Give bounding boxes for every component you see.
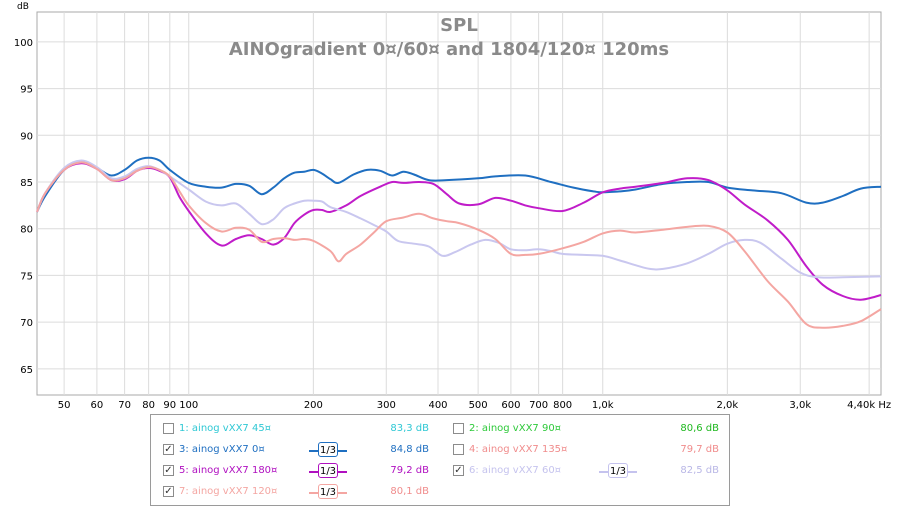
- smoothing-label: 1/3: [318, 463, 338, 478]
- y-tick-label: 75: [20, 271, 33, 282]
- y-tick-label: 70: [20, 318, 33, 329]
- x-tick-label: 800: [553, 400, 572, 410]
- legend-label: 5: ainog vXX7 180¤: [179, 465, 278, 476]
- legend-label: 4: ainog vXX7 135¤: [469, 444, 568, 455]
- series-line-1: [36, 156, 882, 213]
- legend-item: ✓ 7: ainog vXX7 120¤ 1/3 80,1 dB: [163, 483, 433, 503]
- legend-value: 79,7 dB: [680, 444, 719, 455]
- legend-checkbox[interactable]: [163, 423, 174, 434]
- x-tick-label: 4,40k Hz: [847, 400, 891, 410]
- smoothing-control[interactable]: 1/3: [599, 462, 637, 480]
- smoothing-control[interactable]: 1/3: [309, 483, 347, 501]
- legend-checkbox[interactable]: [453, 444, 464, 455]
- x-tick-label: 600: [501, 400, 520, 410]
- x-tick-label: 100: [179, 400, 198, 410]
- legend-value: 80,1 dB: [390, 486, 429, 497]
- legend-checkbox[interactable]: [453, 423, 464, 434]
- x-tick-label: 200: [304, 400, 323, 410]
- legend-label: 6: ainog vXX7 60¤: [469, 465, 562, 476]
- legend-checkbox[interactable]: ✓: [453, 465, 464, 476]
- smoothing-label: 1/3: [318, 484, 338, 499]
- legend-checkbox[interactable]: ✓: [163, 444, 174, 455]
- y-tick-label: 90: [20, 131, 33, 142]
- y-tick-label: 65: [20, 365, 33, 376]
- smoothing-label: 1/3: [608, 463, 628, 478]
- smoothing-label: 1/3: [318, 442, 338, 457]
- x-tick-label: 400: [428, 400, 447, 410]
- legend-item: 4: ainog vXX7 135¤ 79,7 dB: [453, 441, 723, 461]
- legend-item: ✓ 5: ainog vXX7 180¤ 1/3 79,2 dB: [163, 462, 433, 482]
- legend-value: 83,3 dB: [390, 423, 429, 434]
- series-line-4: [36, 161, 882, 329]
- x-tick-label: 500: [469, 400, 488, 410]
- smoothing-control[interactable]: 1/3: [309, 462, 347, 480]
- legend-checkbox[interactable]: ✓: [163, 486, 174, 497]
- legend-label: 2: ainog vXX7 90¤: [469, 423, 562, 434]
- chart-title: SPL: [440, 15, 478, 36]
- legend-label: 1: ainog vXX7 45¤: [179, 423, 272, 434]
- legend-label: 7: ainog vXX7 120¤: [179, 486, 278, 497]
- y-tick-label: 85: [20, 178, 33, 189]
- legend: 1: ainog vXX7 45¤ 83,3 dB 2: ainog vXX7 90…: [150, 414, 730, 506]
- x-tick-label: 300: [377, 400, 396, 410]
- legend-value: 82,5 dB: [680, 465, 719, 476]
- x-tick-label: 3,0k: [789, 400, 811, 410]
- y-tick-label: 100: [14, 38, 33, 49]
- y-tick-label: 80: [20, 225, 33, 236]
- legend-item: ✓ 6: ainog vXX7 60¤ 1/3 82,5 dB: [453, 462, 723, 482]
- chart-subtitle: AINOgradient 0¤/60¤ and 1804/120¤ 120ms: [229, 39, 669, 60]
- legend-item: 2: ainog vXX7 90¤ 80,6 dB: [453, 420, 723, 440]
- legend-value: 79,2 dB: [390, 465, 429, 476]
- x-tick-label: 70: [118, 400, 131, 410]
- y-axis-label: dB: [17, 2, 29, 12]
- legend-item: 1: ainog vXX7 45¤ 83,3 dB: [163, 420, 433, 440]
- smoothing-control[interactable]: 1/3: [309, 441, 347, 459]
- y-tick-label: 95: [20, 85, 33, 96]
- x-tick-label: 50: [58, 400, 71, 410]
- legend-value: 80,6 dB: [680, 423, 719, 434]
- x-tick-label: 1,0k: [592, 400, 614, 410]
- x-tick-label: 700: [529, 400, 548, 410]
- legend-checkbox[interactable]: ✓: [163, 465, 174, 476]
- x-tick-label: 90: [163, 400, 176, 410]
- x-tick-label: 2,0k: [717, 400, 739, 410]
- legend-label: 3: ainog vXX7 0¤: [179, 444, 265, 455]
- legend-item: ✓ 3: ainog vXX7 0¤ 1/3 84,8 dB: [163, 441, 433, 461]
- x-tick-label: 80: [142, 400, 155, 410]
- x-tick-label: 60: [91, 400, 104, 410]
- legend-value: 84,8 dB: [390, 444, 429, 455]
